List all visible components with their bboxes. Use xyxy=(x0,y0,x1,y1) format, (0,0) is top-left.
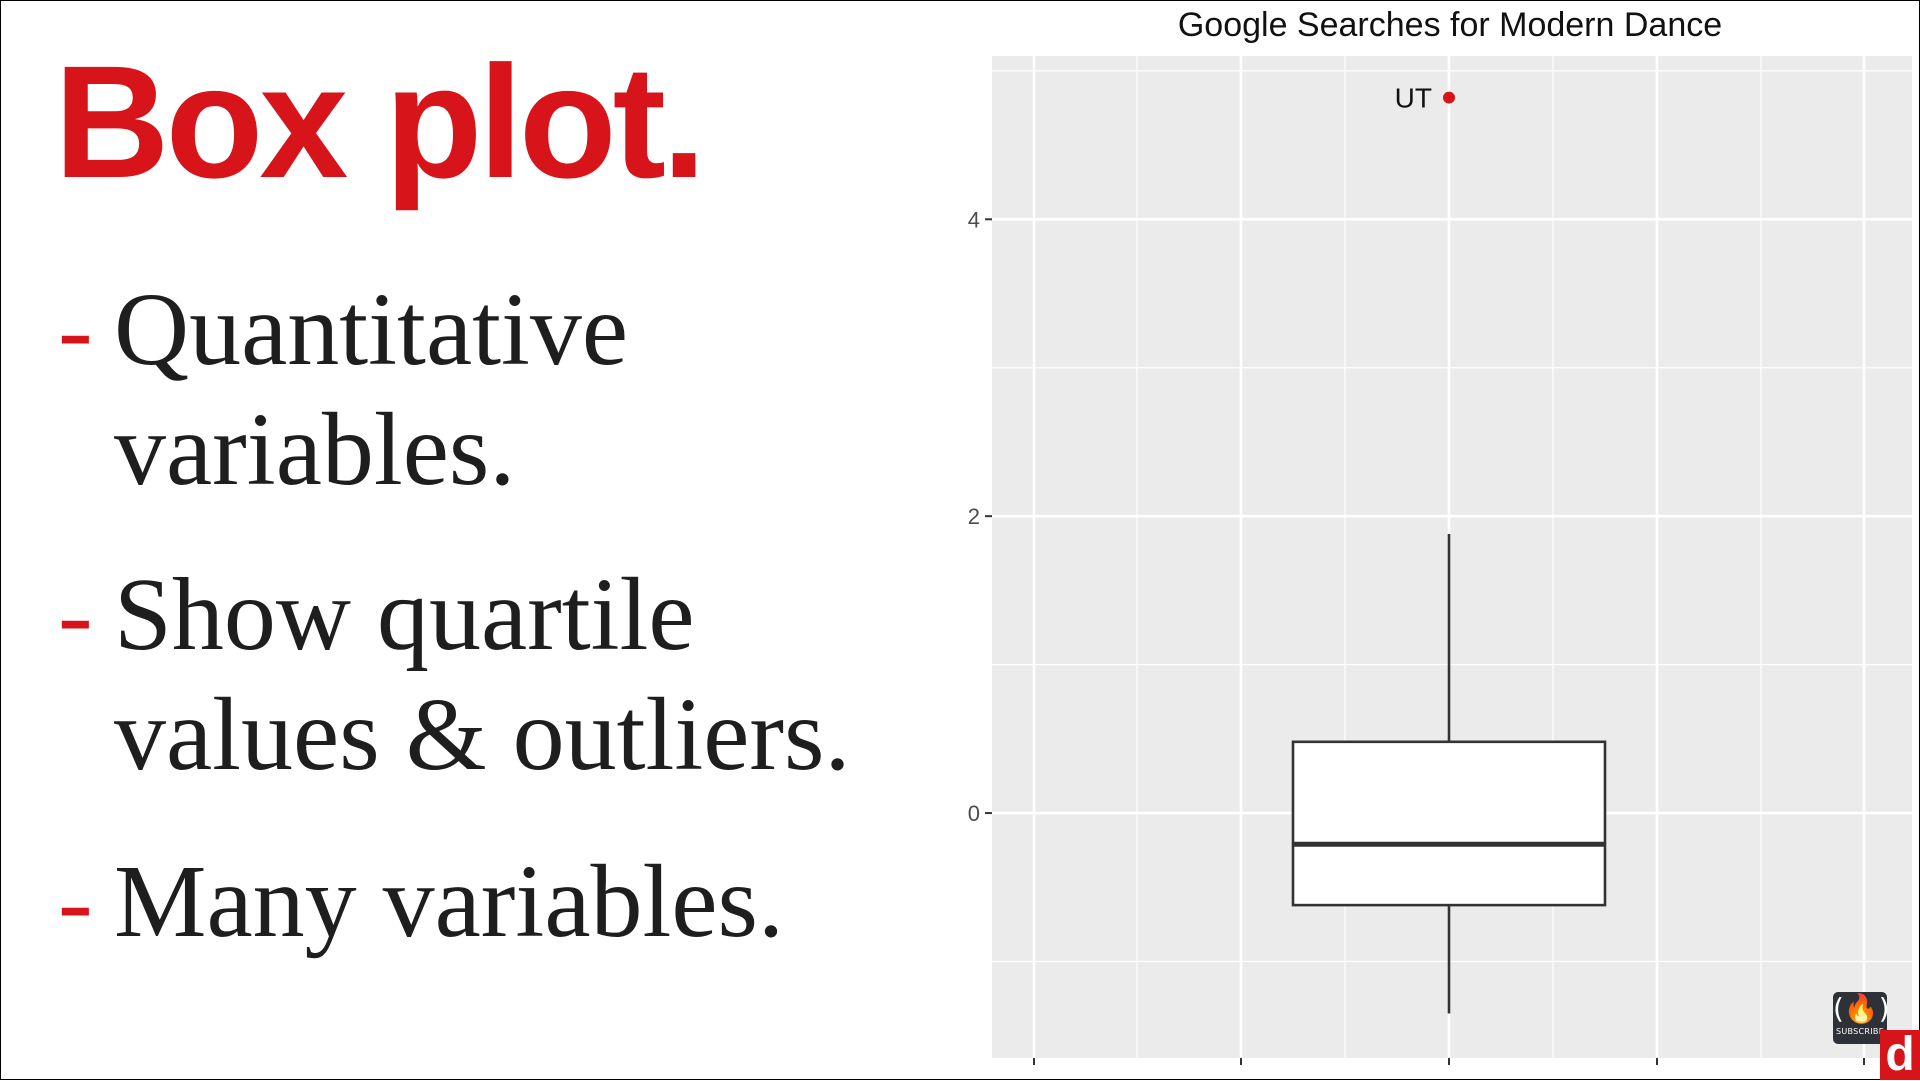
y-tick-label: 4 xyxy=(968,207,980,232)
bullet-line: Show quartile xyxy=(114,557,695,672)
channel-logo: d xyxy=(1880,1030,1920,1080)
bullet-line: Quantitative xyxy=(114,272,629,387)
bullet-item: - Quantitative variables. xyxy=(58,270,628,510)
y-tick-label: 2 xyxy=(968,504,980,529)
bullet-line: variables. xyxy=(114,392,516,507)
flame-icon: (🔥) xyxy=(1833,992,1890,1025)
interquartile-box xyxy=(1291,740,1607,907)
bullet-item: - Many variables. xyxy=(58,842,784,962)
slide-title: Box plot. xyxy=(54,32,706,211)
bullet-item: - Show quartile values & outliers. xyxy=(58,555,851,795)
bullet-line: Many variables. xyxy=(114,844,785,959)
bullet-dash: - xyxy=(58,272,93,387)
chart-title: Google Searches for Modern Dance xyxy=(1177,6,1723,44)
subscribe-label: SUBSCRIBE xyxy=(1835,1027,1885,1036)
plot-panel xyxy=(992,56,1912,1058)
subscribe-button[interactable]: (🔥) SUBSCRIBE xyxy=(1833,992,1890,1044)
outlier-point xyxy=(1443,91,1455,104)
bullet-line: values & outliers. xyxy=(114,677,851,792)
outlier-label: UT xyxy=(1395,83,1432,114)
bullet-dash: - xyxy=(58,844,93,959)
bullet-dash: - xyxy=(58,557,93,672)
y-tick-label: 0 xyxy=(968,801,980,826)
